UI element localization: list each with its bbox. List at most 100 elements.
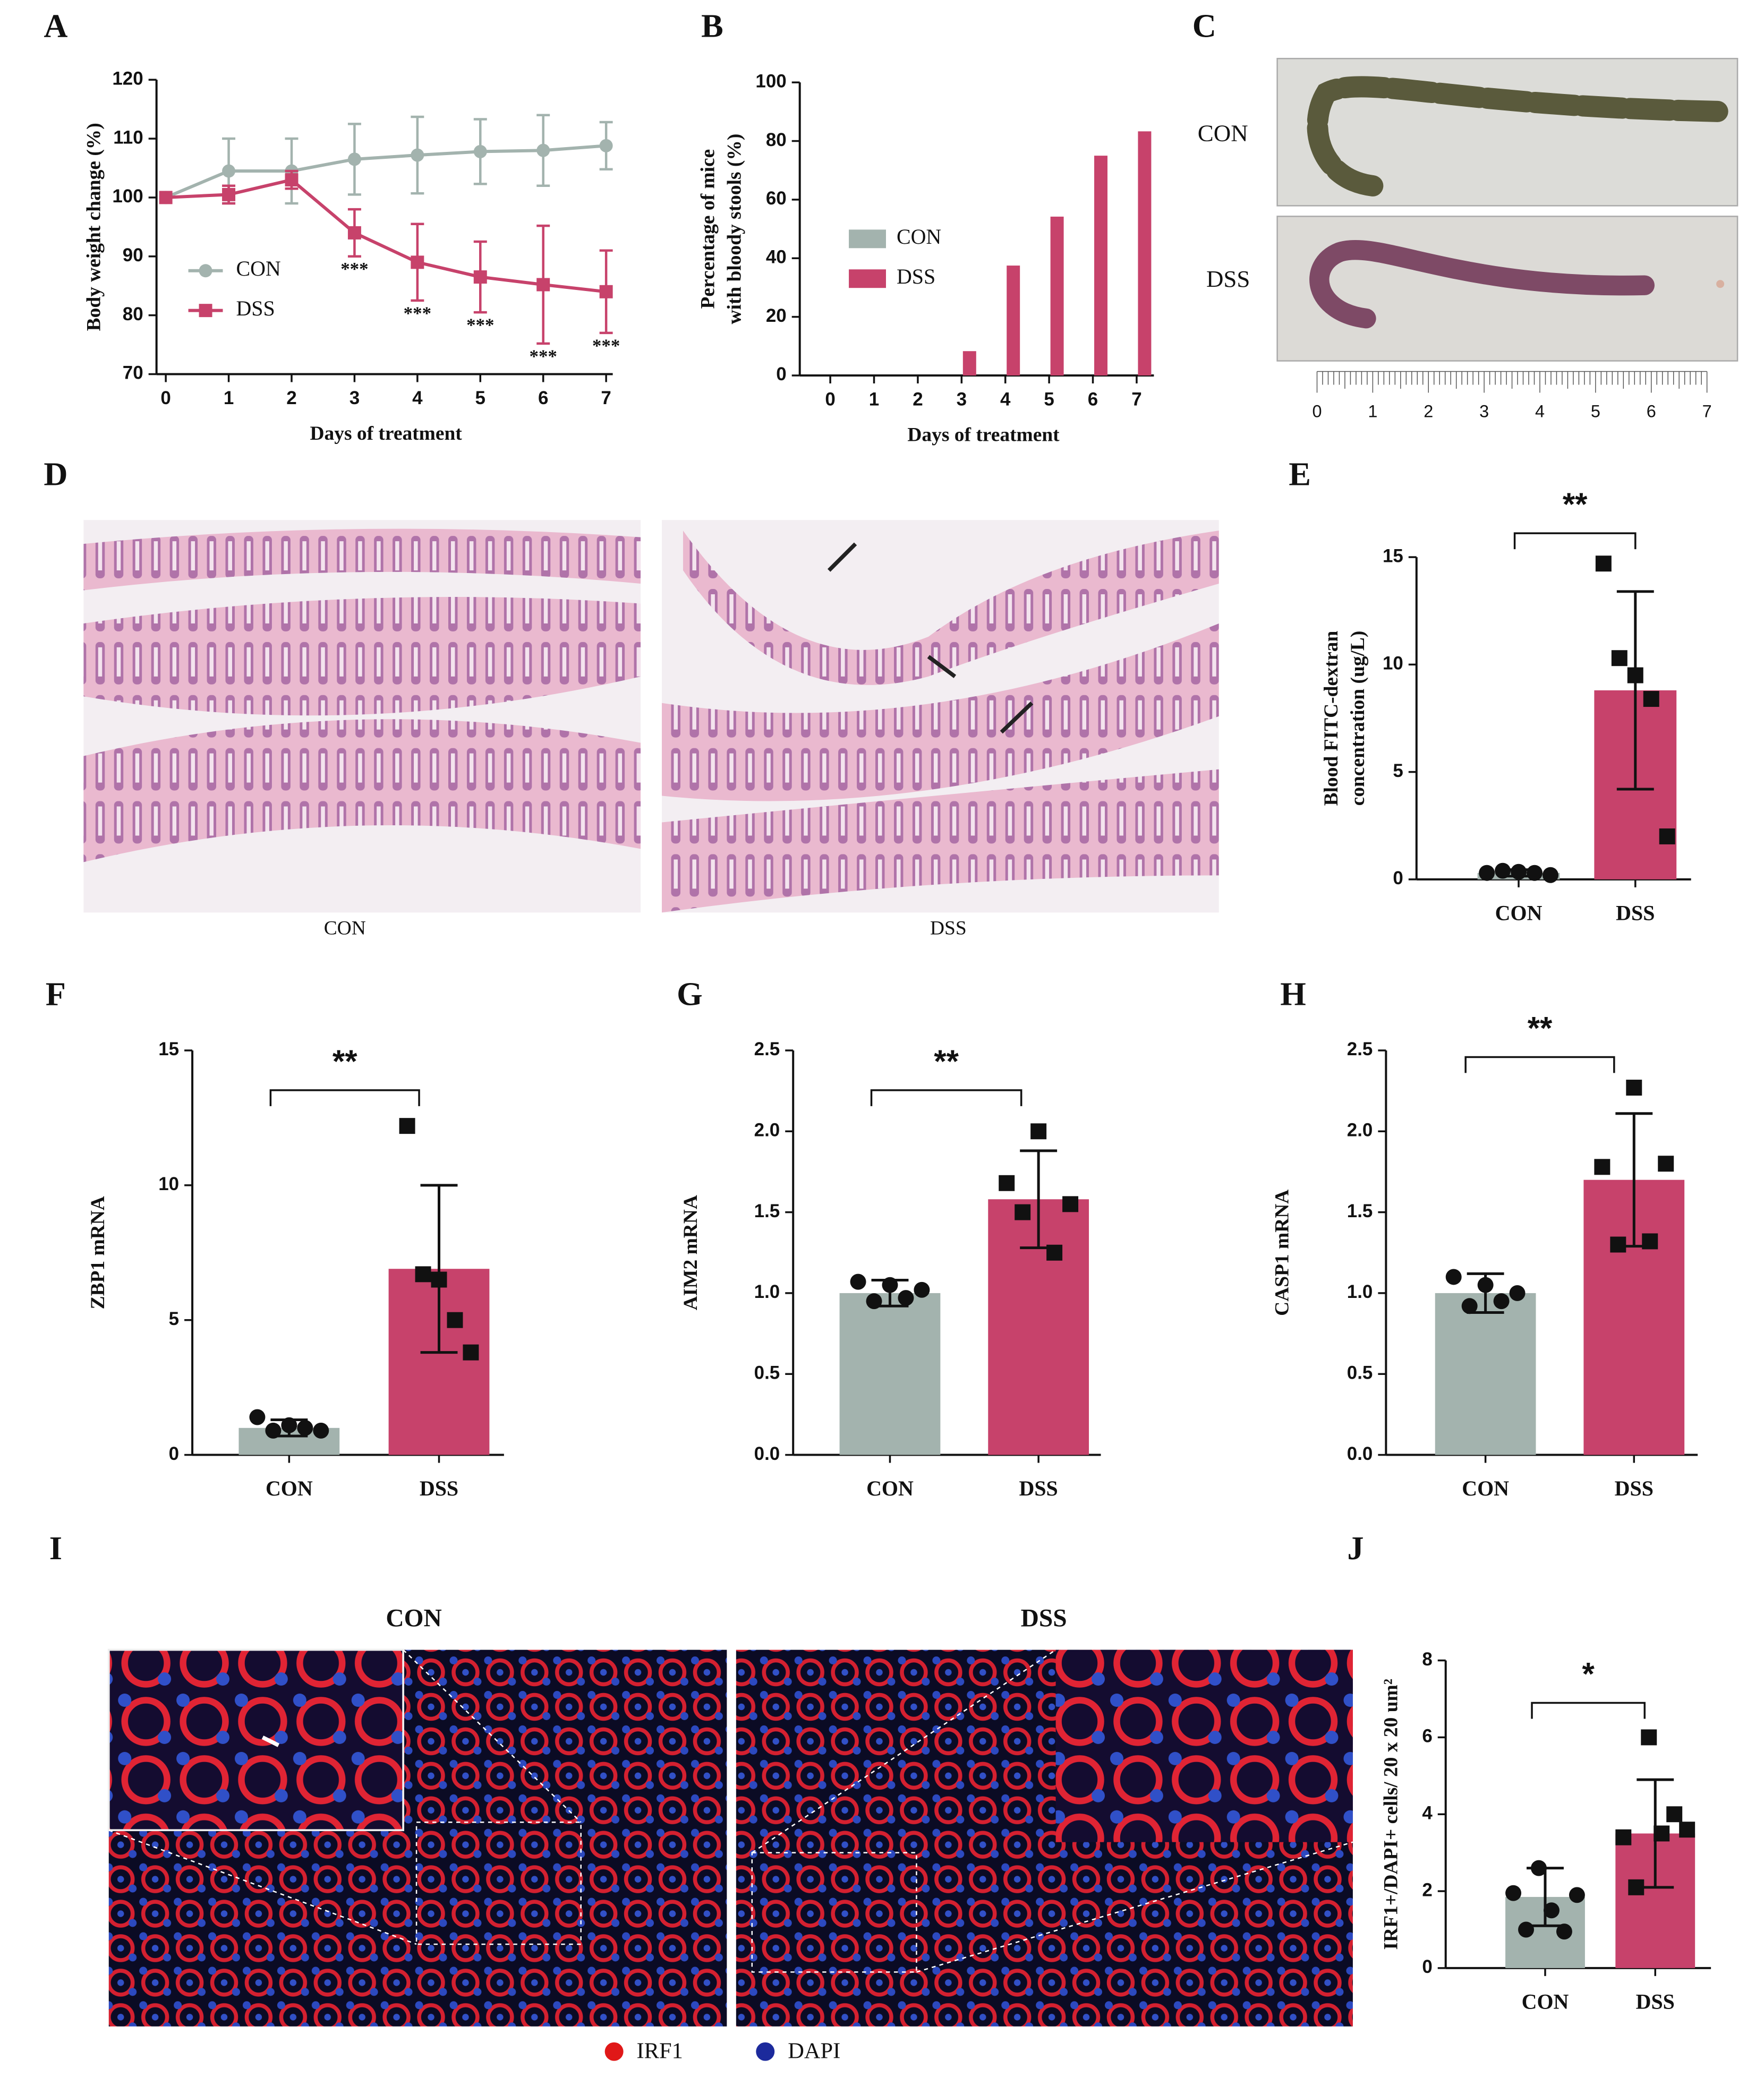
marker	[1658, 1156, 1674, 1172]
marker	[866, 1293, 882, 1310]
y-tick-label: 4	[1422, 1802, 1433, 1823]
row-label: DSS	[1206, 266, 1250, 292]
marker	[1569, 1887, 1585, 1903]
series-line	[165, 144, 607, 199]
y-tick-label: 0	[1393, 868, 1403, 888]
y-tick-label: 80	[766, 130, 787, 150]
legend-label: DAPI	[788, 2038, 840, 2063]
marker	[1445, 1269, 1462, 1285]
marker	[1046, 1244, 1063, 1261]
x-tick-label: CON	[1522, 1989, 1569, 2013]
significance: ***	[404, 303, 431, 323]
marker	[1628, 1879, 1644, 1895]
scale-label: 5	[1591, 401, 1600, 421]
significance: ***	[466, 315, 494, 336]
marker	[1679, 1822, 1695, 1838]
x-tick-label: 4	[412, 388, 423, 408]
marker	[1030, 1123, 1047, 1140]
marker	[415, 1266, 431, 1283]
significance-bracket	[870, 1089, 1022, 1106]
legend-label: CON	[897, 225, 941, 249]
x-axis-title: Days of treatment	[907, 424, 1060, 446]
panel-label: E	[1289, 456, 1311, 493]
x-tick-label: CON	[1462, 1476, 1509, 1500]
panel-label: H	[1280, 975, 1306, 1012]
y-tick-label: 10	[158, 1174, 179, 1194]
y-tick-label: 100	[755, 71, 786, 91]
marker	[347, 152, 361, 166]
marker	[411, 255, 424, 269]
fluorescence-images	[107, 1648, 1353, 2027]
marker	[265, 1422, 282, 1439]
y-tick-label: 120	[112, 68, 143, 89]
marker	[1556, 1924, 1572, 1940]
marker	[1594, 1159, 1610, 1175]
marker	[313, 1422, 329, 1439]
x-tick-label: DSS	[1636, 1989, 1675, 2013]
y-tick-label: 2.5	[754, 1039, 780, 1059]
x-tick-label: 0	[825, 389, 835, 410]
y-tick-label: 0.0	[754, 1443, 780, 1464]
significance-bracket	[1513, 532, 1637, 550]
image-caption: CON	[324, 917, 366, 939]
marker	[1643, 691, 1659, 707]
y-tick-label: 1.5	[1347, 1201, 1373, 1221]
significance: ***	[529, 346, 557, 366]
marker	[1495, 862, 1511, 879]
significance-bracket	[1464, 1056, 1615, 1073]
marker	[599, 285, 613, 298]
x-tick-label: 2	[286, 388, 296, 408]
y-tick-label: 0	[1422, 1956, 1432, 1977]
image-caption: DSS	[930, 917, 967, 939]
scale-label: 1	[1368, 401, 1377, 421]
y-axis-title: concentration (ug/L)	[1347, 631, 1369, 806]
bar	[839, 1293, 941, 1455]
legend-label: DSS	[236, 296, 275, 320]
marker	[281, 1417, 297, 1433]
marker	[914, 1281, 930, 1298]
y-tick-label: 60	[766, 188, 787, 209]
legend-dot	[604, 2042, 624, 2061]
y-tick-label: 5	[169, 1309, 179, 1329]
x-tick-label: 1	[869, 389, 879, 410]
y-tick-label: 0.5	[754, 1362, 780, 1383]
marker	[1531, 1860, 1547, 1876]
bar	[1138, 131, 1152, 376]
marker	[1666, 1806, 1683, 1823]
marker	[536, 143, 550, 157]
marker	[599, 139, 613, 152]
marker	[1511, 864, 1527, 880]
panel-label: C	[1192, 7, 1216, 45]
panel-label: J	[1347, 1529, 1364, 1567]
y-tick-label: 10	[1383, 653, 1403, 674]
marker	[999, 1175, 1015, 1191]
y-tick-label: 2.0	[1347, 1120, 1373, 1141]
error-bar	[420, 1184, 458, 1354]
significance: **	[333, 1044, 357, 1079]
x-tick-label: 4	[1000, 389, 1011, 410]
marker	[1509, 1285, 1526, 1301]
panel-label: A	[44, 7, 67, 45]
y-tick-label: 90	[123, 245, 143, 266]
significance: **	[1563, 486, 1588, 522]
panel-label: G	[677, 975, 703, 1012]
y-tick-label: 110	[113, 127, 143, 148]
x-axis-title: Days of treatment	[310, 423, 462, 445]
marker	[1642, 1233, 1658, 1250]
scale-label: 3	[1479, 401, 1489, 421]
y-axis-title: Percentage of mice	[697, 149, 719, 309]
marker	[447, 1312, 463, 1328]
scale-label: 6	[1647, 401, 1656, 421]
marker	[399, 1118, 415, 1134]
y-tick-label: 0	[169, 1443, 179, 1464]
image-caption: CON	[386, 1605, 441, 1632]
histology-images	[83, 520, 1219, 913]
marker	[1477, 1277, 1494, 1293]
x-tick-label: 7	[601, 388, 611, 408]
bar	[1435, 1293, 1536, 1455]
x-tick-label: 0	[160, 388, 171, 408]
marker	[473, 144, 487, 158]
x-tick-label: DSS	[1019, 1476, 1058, 1500]
y-tick-label: 5	[1393, 760, 1403, 781]
